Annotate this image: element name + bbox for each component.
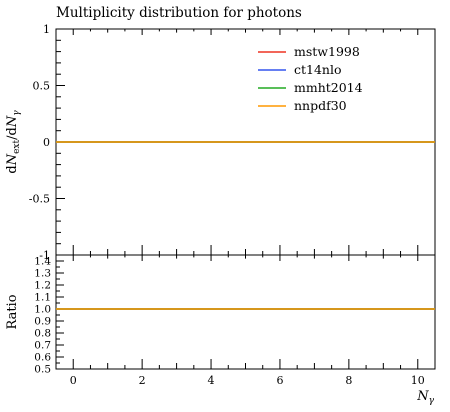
- ratio-y-tick-label: 1.1: [34, 292, 51, 304]
- ratio-y-axis-label: Ratio: [5, 294, 20, 329]
- legend: mstw1998 ct14nlo mmht2014 nnpdf30: [258, 44, 363, 113]
- x-tick-label: 10: [411, 374, 425, 387]
- legend-label-mmht2014: mmht2014: [294, 80, 363, 95]
- xlabel-n: N: [416, 389, 429, 404]
- x-tick-label: 6: [276, 374, 283, 387]
- legend-label-mstw1998: mstw1998: [294, 44, 360, 59]
- ratio-y-tick-label: 0.5: [34, 364, 51, 376]
- x-tick-label: 0: [70, 374, 77, 387]
- ratio-panel-marks: 1.41.31.21.11.00.90.80.70.60.5 0 2 4 6 8 10: [34, 254, 436, 387]
- main-y-axis-label: dNext/dNγ: [5, 110, 22, 174]
- ratio-y-tick-label: 0.7: [34, 340, 51, 352]
- ratio-y-tick-label: 1.0: [34, 304, 51, 316]
- ratio-y-tick-label: 0.8: [34, 328, 51, 340]
- main-y-tick-label: 1: [43, 23, 50, 36]
- main-y-tick-label: -0.5: [29, 193, 50, 206]
- ylabel-n1: N: [5, 153, 20, 166]
- ylabel-n2: N: [5, 115, 20, 128]
- chart-title: Multiplicity distribution for photons: [56, 5, 302, 21]
- x-tick-label: 2: [139, 374, 146, 387]
- ratio-y-tick-label: 1.2: [34, 280, 51, 292]
- ratio-plot-frame: [55, 254, 436, 370]
- legend-label-nnpdf30: nnpdf30: [294, 98, 347, 113]
- x-axis-label: Nγ: [416, 389, 434, 406]
- x-tick-label: 4: [208, 374, 215, 387]
- x-tick-label: 8: [345, 374, 352, 387]
- ratio-y-tick-label: 0.9: [34, 316, 51, 328]
- main-y-tick-label: 0.5: [33, 80, 51, 93]
- ylabel-slash: /d: [5, 127, 20, 140]
- ratio-y-tick-label: 1.4: [34, 256, 51, 268]
- legend-label-ct14nlo: ct14nlo: [294, 62, 342, 77]
- xlabel-sub: γ: [429, 396, 435, 406]
- ylabel-sub2: γ: [12, 110, 22, 116]
- ylabel-sub1: ext: [12, 139, 22, 153]
- ratio-y-tick-label: 0.6: [34, 352, 51, 364]
- main-panel-marks: 1 0.5 0 -0.5 -1: [29, 23, 436, 262]
- main-y-tick-label: 0: [43, 136, 50, 149]
- ratio-y-tick-label: 1.3: [34, 268, 51, 280]
- main-y-tick-label: -1: [39, 249, 50, 262]
- ylabel-d1: d: [5, 165, 20, 173]
